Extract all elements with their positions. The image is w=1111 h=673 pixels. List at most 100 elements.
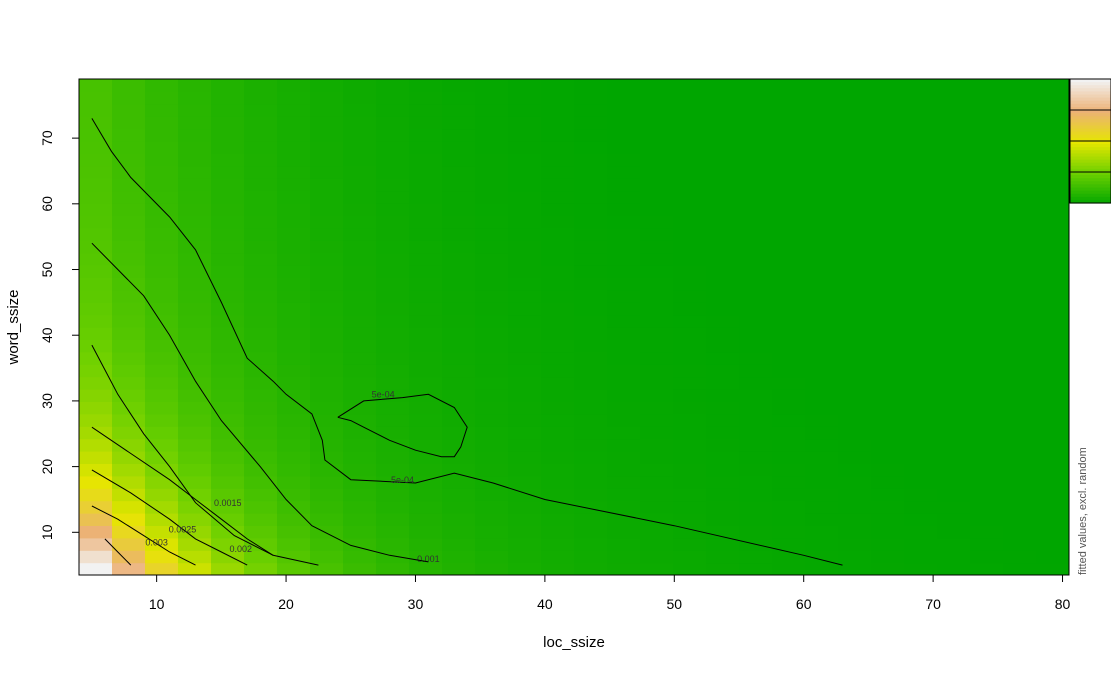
heatmap-cell: [376, 240, 410, 254]
heatmap-cell: [178, 413, 212, 427]
heatmap-cell: [310, 289, 344, 303]
heatmap-cell: [541, 103, 575, 117]
heatmap-cell: [541, 550, 575, 564]
heatmap-cell: [145, 128, 179, 142]
heatmap-cell: [871, 215, 905, 229]
heatmap-cell: [871, 277, 905, 291]
heatmap-cell: [343, 215, 377, 229]
y-axis-label: word_ssize: [5, 289, 22, 365]
heatmap-cell: [607, 475, 641, 489]
heatmap-cell: [904, 252, 938, 266]
heatmap-cell: [1036, 351, 1069, 365]
heatmap-cell: [574, 339, 608, 353]
heatmap-cell: [79, 302, 113, 316]
heatmap-cell: [112, 128, 146, 142]
heatmap-cell: [673, 389, 707, 402]
heatmap-cell: [640, 389, 674, 402]
heatmap-cell: [508, 178, 542, 192]
contour-line: [91, 469, 248, 566]
heatmap-cell: [706, 339, 740, 353]
legend-swatch: [1070, 131, 1111, 136]
heatmap-cell: [541, 364, 575, 378]
heatmap-cell: [640, 438, 674, 452]
heatmap-cell: [706, 190, 740, 204]
heatmap-cell: [442, 240, 476, 254]
heatmap-cell: [112, 265, 146, 278]
heatmap-cell: [574, 91, 608, 105]
heatmap-cell: [805, 475, 839, 489]
heatmap-cell: [475, 103, 509, 117]
heatmap-cell: [574, 190, 608, 204]
heatmap-cell: [343, 277, 377, 291]
heatmap-cell: [343, 91, 377, 105]
heatmap-cell: [706, 302, 740, 316]
heatmap-cell: [277, 190, 311, 204]
heatmap-cell: [904, 401, 938, 415]
heatmap-cell: [904, 128, 938, 142]
heatmap-cell: [871, 240, 905, 254]
heatmap-cell: [706, 562, 740, 575]
heatmap-cell: [970, 277, 1004, 291]
heatmap-cell: [739, 165, 773, 179]
heatmap-cell: [607, 327, 641, 340]
heatmap-cell: [739, 339, 773, 353]
heatmap-cell: [706, 165, 740, 179]
heatmap-cell: [1003, 302, 1037, 316]
heatmap-cell: [1003, 141, 1037, 154]
heatmap-cell: [409, 562, 443, 575]
heatmap-cell: [343, 562, 377, 575]
heatmap-cell: [145, 327, 179, 340]
heatmap-cell: [409, 513, 443, 526]
heatmap-cell: [475, 79, 509, 92]
heatmap-cell: [178, 475, 212, 489]
heatmap-cell: [574, 103, 608, 117]
heatmap-cell: [937, 240, 971, 254]
heatmap-cell: [178, 562, 212, 575]
heatmap-cell: [904, 364, 938, 378]
heatmap-cell: [508, 451, 542, 464]
heatmap-cell: [970, 203, 1004, 216]
heatmap-cell: [706, 153, 740, 167]
heatmap-cell: [211, 537, 245, 551]
heatmap-cell: [838, 463, 872, 477]
heatmap-cell: [442, 376, 476, 390]
heatmap-cell: [904, 116, 938, 130]
heatmap-cell: [508, 227, 542, 241]
heatmap-cell: [112, 438, 146, 452]
heatmap-cell: [277, 128, 311, 142]
heatmap-cell: [1036, 79, 1069, 92]
heatmap-cell: [310, 227, 344, 241]
heatmap-cell: [541, 314, 575, 328]
heatmap-cell: [541, 401, 575, 415]
heatmap-cell: [541, 488, 575, 502]
heatmap-cell: [772, 426, 806, 440]
heatmap-cell: [277, 438, 311, 452]
heatmap-cell: [541, 289, 575, 303]
heatmap-cell: [838, 513, 872, 526]
heatmap-cell: [79, 550, 113, 564]
heatmap-cell: [211, 339, 245, 353]
heatmap-cell: [442, 265, 476, 278]
heatmap-cell: [475, 550, 509, 564]
heatmap-cell: [442, 351, 476, 365]
heatmap-cell: [244, 190, 278, 204]
heatmap-cell: [772, 141, 806, 154]
heatmap-cell: [772, 500, 806, 514]
heatmap-cell: [640, 314, 674, 328]
heatmap-cell: [937, 463, 971, 477]
heatmap-cell: [1036, 525, 1069, 539]
heatmap-cell: [541, 463, 575, 477]
heatmap-cell: [343, 376, 377, 390]
heatmap-cell: [343, 401, 377, 415]
heatmap-cell: [178, 438, 212, 452]
heatmap-cell: [1036, 500, 1069, 514]
heatmap-cell: [937, 128, 971, 142]
legend-swatch: [1070, 128, 1111, 133]
heatmap-cell: [706, 289, 740, 303]
heatmap-cell: [178, 116, 212, 130]
heatmap-cell: [904, 513, 938, 526]
heatmap-cell: [409, 401, 443, 415]
heatmap-cell: [607, 227, 641, 241]
heatmap-cell: [244, 376, 278, 390]
heatmap-cell: [1036, 562, 1069, 575]
